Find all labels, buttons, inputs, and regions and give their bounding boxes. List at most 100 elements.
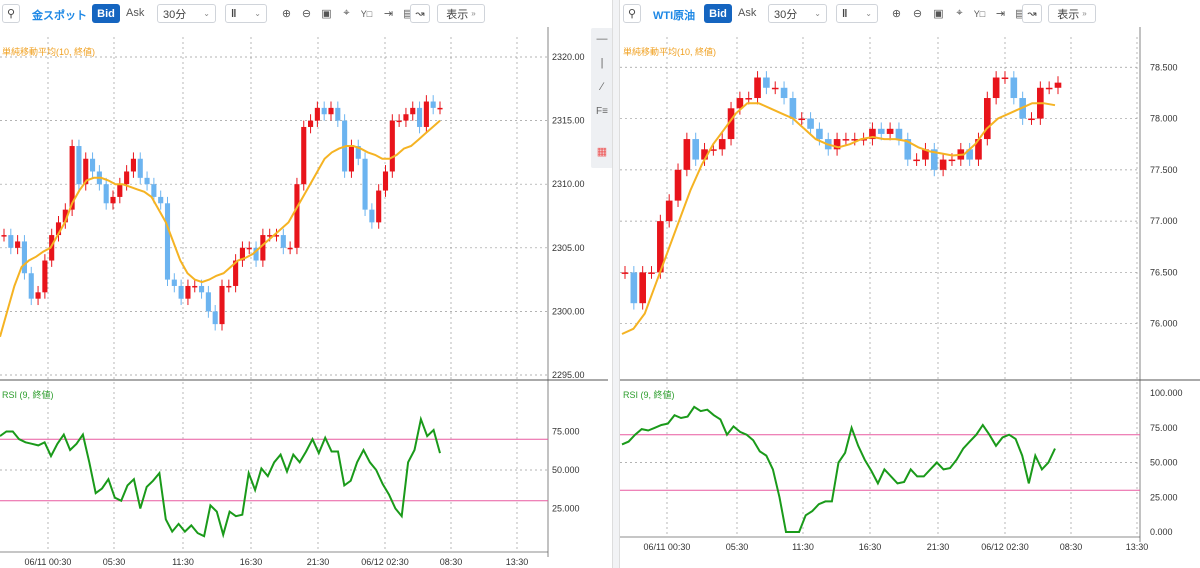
price-tick-label: 77.500 bbox=[1150, 165, 1178, 175]
time-tick-label: 16:30 bbox=[240, 557, 263, 567]
timeframe-select[interactable]: 30分 ⌄ bbox=[768, 4, 827, 23]
candle bbox=[308, 120, 314, 127]
candle bbox=[869, 128, 876, 140]
candle bbox=[110, 196, 116, 204]
trash-icon[interactable]: ▦ bbox=[596, 145, 608, 158]
symbol-label[interactable]: WTI原油 bbox=[653, 10, 696, 22]
ask-button[interactable]: Ask bbox=[126, 7, 145, 19]
display-label: 表示 bbox=[1057, 8, 1080, 21]
candle bbox=[90, 158, 96, 172]
candle bbox=[314, 107, 320, 121]
candle bbox=[992, 77, 1000, 99]
candle bbox=[683, 139, 691, 170]
candle bbox=[28, 273, 34, 299]
vertical-line-icon[interactable]: | bbox=[600, 57, 604, 69]
candle bbox=[403, 114, 409, 121]
candle bbox=[860, 139, 867, 141]
rsi-legend: RSI (9, 終値) bbox=[2, 389, 54, 400]
fit-icon[interactable]: ▣ bbox=[321, 8, 332, 20]
candle bbox=[1054, 82, 1062, 88]
time-tick-label: 05:30 bbox=[726, 542, 749, 552]
right-chart-panel: ⚲ WTI原油 Bid Ask 30分 ⌄ ‖ ⌄ ⊕ ⊖ ▣ ⌖ Y□ ⇥ ▤… bbox=[620, 0, 1200, 568]
candle bbox=[939, 159, 947, 170]
candle bbox=[851, 139, 859, 141]
zoom-in-icon[interactable]: ⊕ bbox=[891, 8, 902, 20]
bid-button[interactable]: Bid bbox=[92, 4, 120, 23]
candle bbox=[639, 272, 646, 304]
ma-legend: 単純移動平均(10, 終値) bbox=[2, 46, 95, 57]
candle bbox=[130, 158, 136, 172]
candle bbox=[975, 139, 982, 160]
candle bbox=[362, 158, 368, 210]
chart-type-select[interactable]: ‖ ⌄ bbox=[836, 4, 878, 23]
candle bbox=[205, 292, 211, 312]
zoom-in-icon[interactable]: ⊕ bbox=[281, 8, 292, 20]
add-indicator-icon: ↝ bbox=[1027, 8, 1037, 20]
search-button[interactable]: ⚲ bbox=[2, 4, 20, 23]
horizontal-line-icon[interactable]: — bbox=[596, 33, 608, 45]
time-tick-label: 21:30 bbox=[307, 557, 330, 567]
trend-line-icon[interactable]: ∕ bbox=[601, 81, 603, 93]
time-tick-label: 06/11 00:30 bbox=[644, 542, 691, 552]
candle bbox=[83, 158, 89, 185]
time-tick-label: 06/12 02:30 bbox=[981, 542, 1029, 552]
candle bbox=[171, 279, 177, 286]
candle bbox=[674, 169, 682, 201]
chevron-down-icon: ⌄ bbox=[203, 9, 210, 18]
price-tick-label: 2300.00 bbox=[552, 306, 585, 316]
candle bbox=[692, 139, 700, 160]
crosshair-icon[interactable]: ⌖ bbox=[956, 7, 963, 19]
candle bbox=[185, 285, 191, 299]
candle bbox=[710, 149, 717, 151]
add-indicator-button[interactable]: ↝ bbox=[410, 4, 430, 23]
candle bbox=[389, 120, 395, 172]
candle bbox=[983, 98, 991, 140]
candle bbox=[727, 108, 735, 140]
candle bbox=[396, 120, 402, 123]
display-button[interactable]: 表示 » bbox=[1048, 4, 1096, 23]
price-tick-label: 77.000 bbox=[1150, 216, 1178, 226]
fibonacci-icon[interactable]: F≡ bbox=[596, 105, 608, 117]
candle bbox=[328, 107, 334, 115]
document-icon[interactable]: ▤ bbox=[1015, 8, 1026, 20]
display-button[interactable]: 表示 » bbox=[437, 4, 485, 23]
crosshair-icon[interactable]: ⌖ bbox=[343, 7, 350, 19]
zoom-out-icon[interactable]: ⊖ bbox=[301, 8, 312, 20]
document-icon[interactable]: ▤ bbox=[403, 8, 414, 20]
candle bbox=[158, 196, 164, 204]
search-button[interactable]: ⚲ bbox=[623, 4, 641, 23]
candle bbox=[754, 77, 761, 99]
candle bbox=[1010, 77, 1018, 99]
candle bbox=[233, 260, 239, 286]
fit-icon[interactable]: ▣ bbox=[933, 8, 944, 20]
rsi-tick-label: 100.000 bbox=[1150, 388, 1183, 398]
scale-icon[interactable]: Y□ bbox=[360, 8, 373, 19]
candle bbox=[701, 149, 708, 160]
scroll-end-icon[interactable]: ⇥ bbox=[383, 8, 394, 20]
candle bbox=[382, 171, 389, 191]
symbol-label[interactable]: 金スポット bbox=[32, 10, 87, 22]
time-tick-label: 08:30 bbox=[1060, 542, 1083, 552]
ask-button[interactable]: Ask bbox=[738, 7, 757, 19]
time-tick-label: 13:30 bbox=[506, 557, 529, 567]
left-toolbar: ⚲ 金スポット Bid Ask 30分 ⌄ ‖ ⌄ ⊕ ⊖ ▣ ⌖ Y□ ⇥ ▤… bbox=[0, 0, 612, 27]
search-icon: ⚲ bbox=[627, 8, 637, 20]
candle bbox=[437, 107, 443, 110]
candle bbox=[144, 177, 150, 185]
time-tick-label: 05:30 bbox=[103, 557, 126, 567]
add-indicator-button[interactable]: ↝ bbox=[1022, 4, 1042, 23]
candle bbox=[665, 200, 673, 222]
bid-button[interactable]: Bid bbox=[704, 4, 732, 23]
candle bbox=[922, 149, 929, 160]
rsi-tick-label: 50.000 bbox=[552, 465, 580, 475]
timeframe-select[interactable]: 30分 ⌄ bbox=[157, 4, 216, 23]
chart-type-select[interactable]: ‖ ⌄ bbox=[225, 4, 267, 23]
chevron-down-icon: ⌄ bbox=[254, 9, 261, 18]
candle bbox=[1001, 77, 1009, 80]
scroll-end-icon[interactable]: ⇥ bbox=[995, 8, 1006, 20]
candle bbox=[348, 146, 354, 172]
scale-icon[interactable]: Y□ bbox=[973, 8, 986, 19]
timeframe-value: 30分 bbox=[163, 8, 187, 21]
zoom-out-icon[interactable]: ⊖ bbox=[912, 8, 923, 20]
time-tick-label: 06/11 00:30 bbox=[25, 557, 72, 567]
